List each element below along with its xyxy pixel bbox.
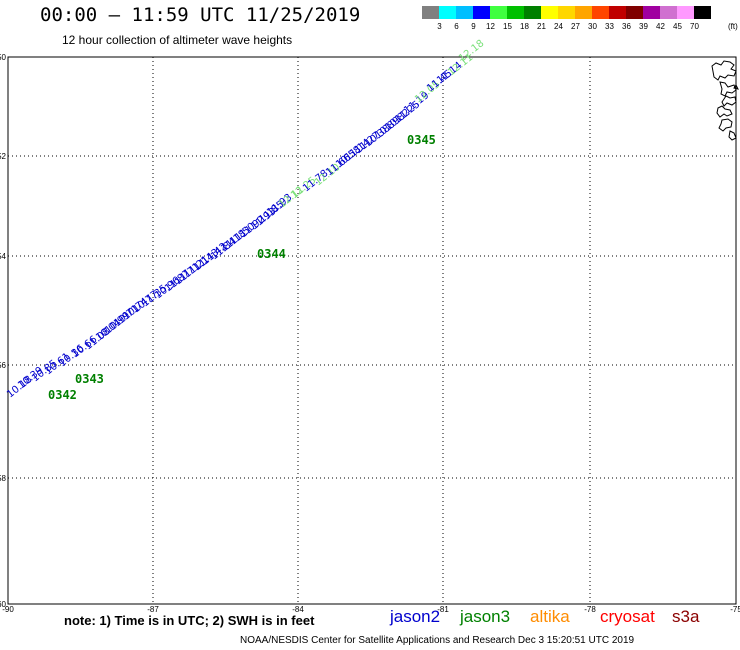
legend-swatch [490,6,507,19]
latitude-labels: -50 -52 -54 -56 -58 -60 [0,53,7,609]
legend-swatch [592,6,609,19]
longitude-label: -81 [437,605,449,614]
legend-label: 24 [554,22,563,31]
latitude-label: -50 [0,53,7,62]
latitude-label: -58 [0,474,7,483]
legend-label: 3 [437,22,442,31]
legend-label: 45 [673,22,682,31]
legend-label: 15 [503,22,512,31]
credit-line: NOAA/NESDIS Center for Satellite Applica… [240,635,635,646]
legend-swatch [643,6,660,19]
legend-swatch [541,6,558,19]
coastline-segment [728,130,737,141]
legend-label: 18 [520,22,529,31]
legend-label: 21 [537,22,546,31]
legend-swatch [439,6,456,19]
latitude-label: -52 [0,152,7,161]
coastline-segment [721,95,737,107]
map-frame-rect [7,56,737,605]
legend-label: 30 [588,22,597,31]
longitude-label: -78 [584,605,596,614]
legend-label: 27 [571,22,580,31]
longitude-label: -90 [2,605,14,614]
longitude-label: -75 [730,605,740,614]
latitude-label: -54 [0,252,7,261]
legend-swatch [694,6,711,19]
legend-swatch [626,6,643,19]
legend-label: 39 [639,22,648,31]
legend-label: 9 [471,22,476,31]
satellite-legend-item: cryosat [600,607,655,626]
pass-time-labels: 0342 0343 0344 0345 [48,133,436,402]
longitude-label: -84 [292,605,304,614]
legend-label: 12 [486,22,495,31]
legend-swatch [422,6,439,19]
legend-swatch [660,6,677,19]
coastline-segment [733,84,739,90]
map-frame [7,56,737,605]
legend-swatch [524,6,541,19]
satellite-legend-item: jason2 [390,607,441,626]
coastline-segment [719,81,737,97]
pass-time-label: 0342 [48,388,77,402]
satellite-legend-item: altika [530,607,570,626]
map-title: 00:00 – 11:59 UTC 11/25/2019 [40,4,361,26]
legend-swatch [677,6,694,19]
satellite-legend-item: jason3 [460,607,511,626]
latitude-label: -60 [0,600,7,609]
pass-time-label: 0345 [407,133,436,147]
map-subtitle: 12 hour collection of altimeter wave hei… [62,33,293,47]
wave-height-track: 10.1810.3910.8510.6110.3610.6611.0810.04… [5,38,486,400]
longitude-label: -87 [147,605,159,614]
legend-swatch [473,6,490,19]
latitude-label: -56 [0,361,7,370]
pass-time-label: 0344 [257,247,286,261]
map-note: note: 1) Time is in UTC; 2) SWH is in fe… [64,613,315,628]
legend-swatch [456,6,473,19]
lat-lon-grid [8,57,736,604]
satellite-legend-item: s3a [672,607,700,626]
legend-swatch [609,6,626,19]
longitude-labels: -90 -87 -84 -81 -78 -75 [2,605,740,614]
coastline-segment [718,118,733,132]
coastline-segment [716,105,733,118]
coastline [711,60,739,141]
legend-label: 42 [656,22,665,31]
legend-label: 70 [690,22,699,31]
legend-unit: (ft) [728,22,738,31]
legend-swatch [575,6,592,19]
legend-label: 36 [622,22,631,31]
legend-swatch [507,6,524,19]
pass-time-label: 0343 [75,372,104,386]
coastline-segment [711,60,737,81]
legend-label: 6 [454,22,459,31]
legend-swatch [558,6,575,19]
legend-label: 33 [605,22,614,31]
